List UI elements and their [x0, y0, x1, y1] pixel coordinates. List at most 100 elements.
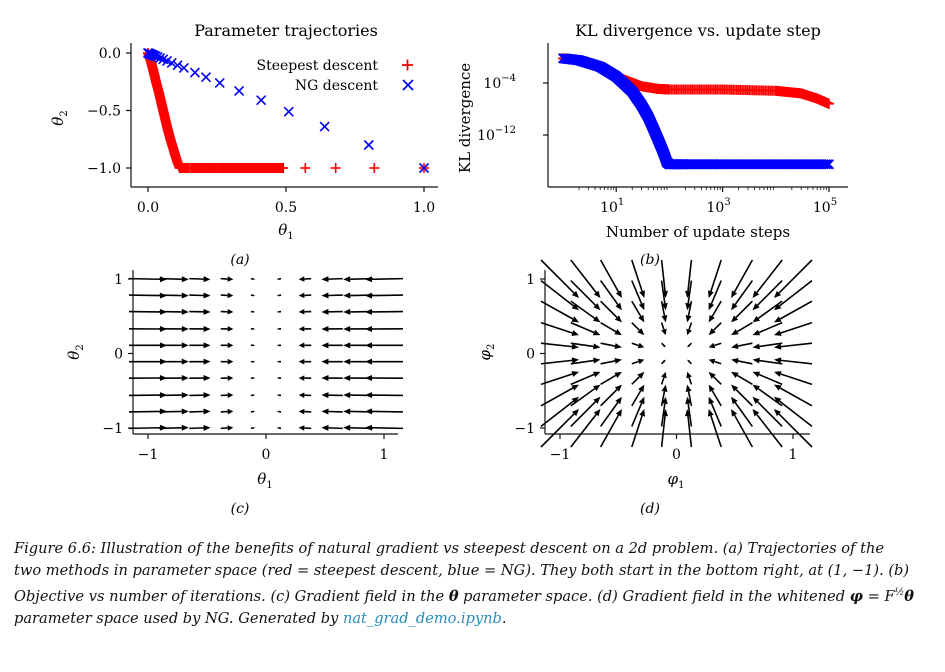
quiver-head [637, 328, 645, 336]
quiver-head [276, 328, 279, 330]
quiver-arrow [159, 308, 189, 315]
quiver-head [203, 292, 211, 299]
quiver-head [365, 375, 373, 382]
x-tick-label: 0.5 [275, 200, 297, 216]
quiver-shaft [631, 402, 643, 427]
quiver-arrow [159, 292, 189, 299]
quiver-arrow [631, 384, 645, 407]
quiver-shaft [371, 277, 404, 281]
quiver-shaft [159, 277, 182, 281]
quiver-arrow [599, 396, 622, 427]
x-tick-label: 101 [600, 197, 624, 216]
quiver-head [276, 344, 279, 347]
quiver-head [181, 358, 189, 365]
quiver-arrow [189, 292, 211, 299]
quiver-head [321, 408, 329, 415]
ng-marker-b [172, 60, 183, 71]
panel-c: −1 0 1 1 0 −1 θ1 θ2 (c) [65, 270, 404, 517]
notebook-link[interactable]: nat_grad_demo.ipynb [342, 610, 502, 628]
quiver-head [276, 427, 279, 429]
quiver-head [203, 325, 211, 332]
quiver-shaft [759, 359, 783, 365]
quiver-arrow [540, 300, 579, 323]
quiver-arrow [731, 259, 754, 298]
quiver-arrow [774, 300, 813, 323]
caption-eq: = F [862, 588, 895, 606]
quiver-head [685, 314, 692, 323]
x-tick-label: 105 [813, 197, 837, 216]
quiver-arrow [570, 396, 601, 427]
quiver-arrow [159, 276, 189, 283]
ng-marker-b [189, 67, 200, 78]
quiver-shaft [371, 426, 404, 430]
quiver-shaft [780, 342, 813, 348]
quiver-head [253, 344, 256, 347]
quiver-head [365, 325, 373, 332]
quiver-shaft [189, 427, 204, 430]
quiver-arrow [570, 280, 601, 311]
quiver-arrow [298, 342, 312, 349]
quiver-arrow [220, 309, 234, 315]
quiver-arrow [731, 384, 753, 407]
quiver-head [227, 375, 234, 381]
quiver-shaft [758, 321, 783, 334]
quiver-arrow [686, 371, 693, 385]
quiver-head [592, 371, 601, 378]
quiver-arrow [298, 358, 312, 365]
quiver-head [343, 424, 351, 431]
quiver-arrow [276, 327, 282, 330]
x-tick-exp: 3 [724, 197, 730, 208]
quiver-arrow [731, 342, 753, 349]
quiver-arrow [708, 371, 722, 385]
quiver-head [708, 396, 715, 405]
quiver-head [614, 384, 622, 392]
panel-c-ylabel: θ2 [65, 344, 86, 359]
quiver-shaft [779, 387, 813, 407]
quiver-arrow [600, 321, 622, 336]
ng-marker-b [142, 47, 154, 59]
quiver-head [662, 359, 666, 363]
quiver-head [276, 294, 279, 297]
quiver-head [615, 290, 622, 298]
quiver-arrow [708, 342, 722, 349]
ng-marker-b [200, 72, 212, 83]
quiver-head [181, 325, 189, 332]
x-tick-exp: 1 [618, 197, 624, 208]
sd-marker [330, 163, 341, 173]
quiver-head [752, 303, 760, 311]
quiver-head [731, 358, 739, 364]
kl-marker-b [823, 159, 835, 170]
quiver-head [227, 358, 234, 365]
quiver-head [343, 358, 351, 365]
quiver-head [774, 396, 782, 404]
quiver-shaft [570, 321, 595, 334]
quiver-arrow [321, 392, 343, 399]
quiver-head [343, 408, 351, 415]
quiver-head [203, 408, 211, 415]
quiver-arrow [570, 409, 601, 448]
quiver-shaft [734, 402, 754, 427]
quiver-arrow [708, 259, 722, 298]
quiver-arrow [752, 396, 783, 427]
kl-marker-b [820, 159, 831, 170]
quiver-head [637, 342, 645, 349]
ng-marker-b [155, 52, 166, 64]
quiver-head [708, 358, 716, 365]
quiver-head [227, 326, 234, 332]
quiver-arrow [365, 375, 404, 382]
panel-b-xlabel: Number of update steps [606, 223, 790, 241]
quiver-shaft [570, 359, 594, 365]
quiver-arrow [276, 310, 282, 313]
quiver-head [571, 357, 579, 364]
quiver-shaft [540, 413, 575, 448]
quiver-arrow [189, 308, 211, 315]
quiver-head [731, 343, 739, 349]
quiver-arrow [365, 325, 404, 332]
quiver-head [731, 302, 738, 311]
quiver-head [227, 342, 234, 349]
quiver-arrow [599, 259, 622, 298]
panel-d-quiver [540, 259, 813, 448]
ng-marker-b [178, 62, 189, 74]
quiver-arrow [321, 424, 343, 431]
quiver-arrow [540, 342, 579, 350]
